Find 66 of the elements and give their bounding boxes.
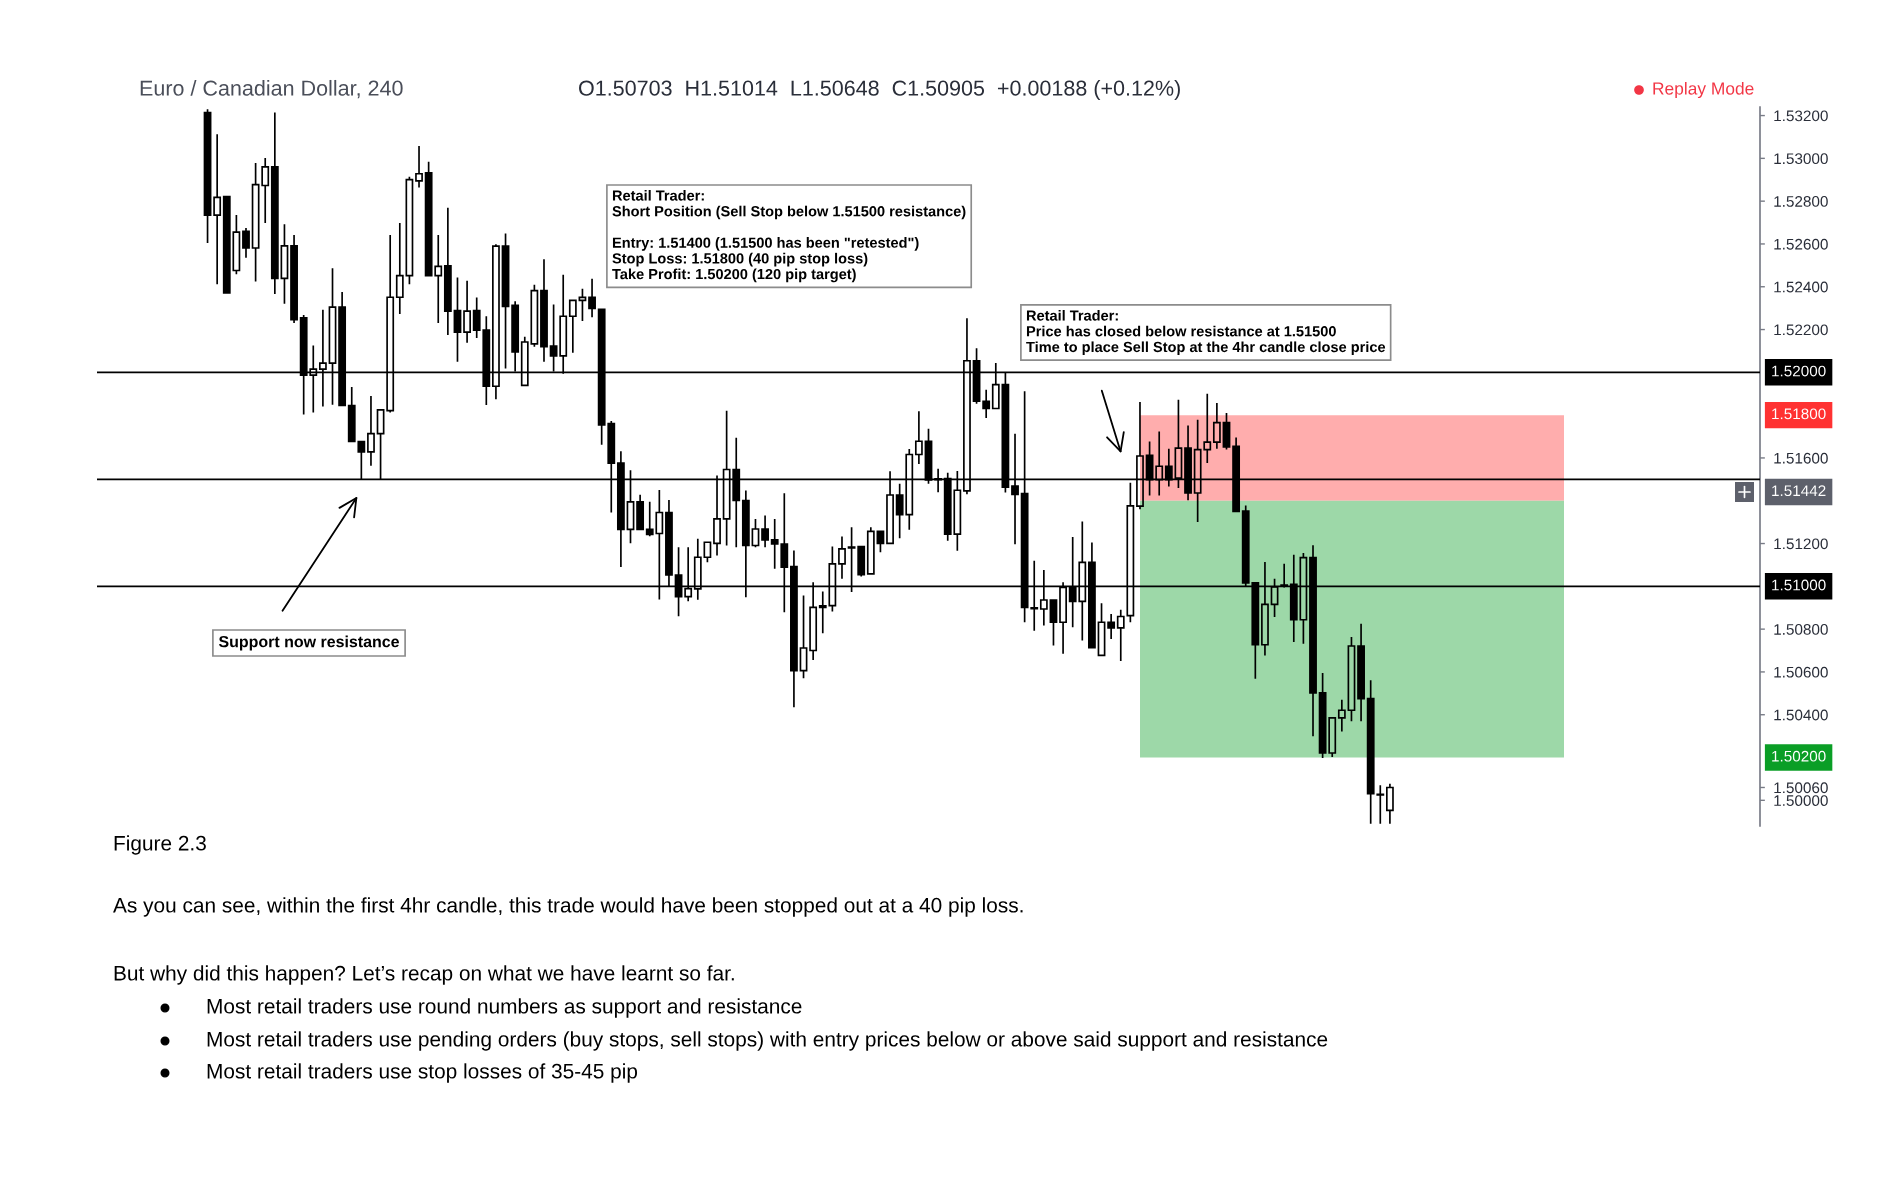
candlestick <box>1347 636 1356 723</box>
candlestick <box>636 493 645 532</box>
candlestick <box>866 526 875 575</box>
candlestick <box>415 145 423 189</box>
candlestick <box>982 388 991 419</box>
y-tick-label: 1.50600 <box>1774 666 1828 678</box>
candlestick <box>1357 622 1365 723</box>
y-tick-label: 1.50060 <box>1774 782 1828 794</box>
candlestick <box>1097 602 1106 657</box>
candlestick <box>453 276 462 363</box>
candlestick <box>1212 402 1221 450</box>
candlestick <box>799 594 808 679</box>
candlestick <box>914 410 923 465</box>
candlestick <box>568 299 577 354</box>
y-tick-label: 1.52600 <box>1774 238 1828 250</box>
candlestick <box>1107 613 1116 640</box>
candlestick <box>751 518 760 549</box>
y-tick-label: 1.50800 <box>1774 624 1828 635</box>
text: Most retail traders use pending orders (buy stops, sell stops) with entry prices below or above said support and resistance <box>207 1031 1328 1051</box>
y-tick-label: 1.52800 <box>1774 196 1828 207</box>
annotation: Support now resistance <box>218 635 399 651</box>
candlestick <box>1116 609 1125 662</box>
candlestick <box>242 227 250 259</box>
text: 1.50200 <box>1772 750 1826 762</box>
candlestick <box>443 206 452 336</box>
y-tick-label: 1.50000 <box>1774 795 1828 807</box>
text: 1.51442 <box>1772 485 1826 497</box>
candlestick <box>1337 698 1346 733</box>
text: Most retail traders use round numbers as support and resistance <box>207 998 802 1018</box>
text: Most retail traders use stop losses of 35-45 pip <box>207 1063 638 1083</box>
text: 1.51800 <box>1772 408 1826 420</box>
y-tick-label: 1.52400 <box>1774 281 1828 293</box>
candlestick <box>838 535 846 580</box>
candlestick <box>367 395 375 467</box>
y-tick-label: 1.50400 <box>1774 709 1828 721</box>
candlestick <box>1222 412 1231 451</box>
candlestick <box>578 287 587 322</box>
caption: Figure 2.3 <box>114 835 206 855</box>
candlestick <box>213 133 222 286</box>
candlestick <box>270 111 279 295</box>
y-tick-label: 1.52200 <box>1774 324 1828 336</box>
candlestick <box>290 234 298 324</box>
candlestick <box>463 279 472 344</box>
chart-title: Euro / Canadian Dollar, 240 <box>140 79 403 99</box>
text: But why did this happen? Let’s recap on what we have learnt so far. <box>114 965 734 985</box>
chart-subtitle: O1.50703 H1.51014 L1.50648 C1.50905 +0.00188 (+0.12%) <box>579 79 1180 101</box>
annotation: Retail Trader: Price has closed below resistance at 1.51500 Time to place Sell Stop at the 4hr candle close price <box>1026 310 1386 356</box>
text: Replay Mode <box>1653 81 1754 99</box>
candlestick <box>1385 782 1394 825</box>
candlestick <box>761 514 769 549</box>
candlestick <box>405 175 414 286</box>
ref-line-label: 1.52000 <box>1772 365 1826 377</box>
y-tick-label: 1.53200 <box>1774 110 1828 122</box>
candlestick <box>280 223 289 305</box>
text: As you can see, within the first 4hr candle, this trade would have been stopped out at a 40 pip loss. <box>113 897 1023 917</box>
candlestick <box>203 108 212 244</box>
candlestick <box>501 232 510 370</box>
y-tick-label: 1.53000 <box>1774 153 1828 165</box>
candlestick <box>540 258 548 363</box>
candlestick <box>588 277 596 318</box>
y-tick-label: 1.51600 <box>1774 452 1828 464</box>
candlestick <box>395 222 404 315</box>
ref-line-label: 1.51000 <box>1772 579 1826 591</box>
candlestick <box>1049 599 1058 647</box>
text: Retail Trader: Short Position (Sell Stop below 1.51500 resistance) Entry: 1.51400 (1.51500 has been "retested") Stop Loss: 1.51800 (40 pip stop loss) Take Profit: 1.50200 (120 pip target) <box>612 190 966 283</box>
y-tick-label: 1.51200 <box>1774 538 1828 550</box>
